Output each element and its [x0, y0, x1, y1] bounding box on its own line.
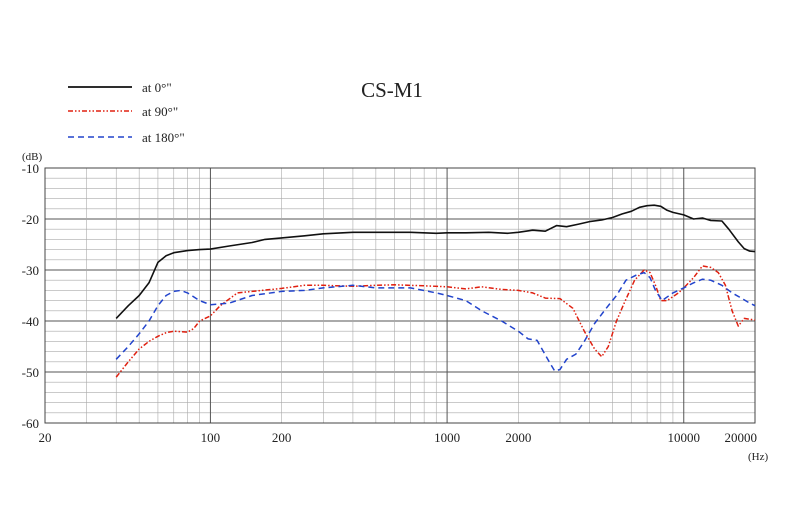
- legend: at 0°" at 90°" at 180°": [68, 80, 185, 145]
- y-tick-label: -20: [22, 212, 39, 227]
- legend-label-180deg: at 180°": [142, 130, 185, 145]
- x-unit-label: (Hz): [748, 451, 768, 463]
- y-tick-label: -10: [22, 161, 39, 176]
- series-line-0: [115, 204, 756, 319]
- chart-title: CS-M1: [361, 78, 423, 102]
- y-tick-label: -50: [22, 365, 39, 380]
- series-line-1: [115, 265, 756, 378]
- plot-grid: [44, 167, 756, 424]
- y-tick-label: -60: [22, 416, 39, 431]
- x-tick-label: 20: [39, 430, 52, 445]
- legend-label-0deg: at 0°": [142, 80, 172, 95]
- legend-label-90deg: at 90°": [142, 104, 178, 119]
- x-tick-label: 200: [272, 430, 292, 445]
- y-unit-label: (dB): [22, 151, 43, 163]
- series-line-2: [115, 271, 756, 372]
- y-tick-label: -40: [22, 314, 39, 329]
- x-tick-label: 20000: [725, 430, 758, 445]
- x-tick-label: 1000: [434, 430, 460, 445]
- x-tick-label: 100: [201, 430, 221, 445]
- x-tick-label: 2000: [505, 430, 531, 445]
- x-tick-label: 10000: [668, 430, 701, 445]
- plot-frame: [44, 167, 756, 424]
- series-lines: [115, 204, 756, 378]
- y-tick-label: -30: [22, 263, 39, 278]
